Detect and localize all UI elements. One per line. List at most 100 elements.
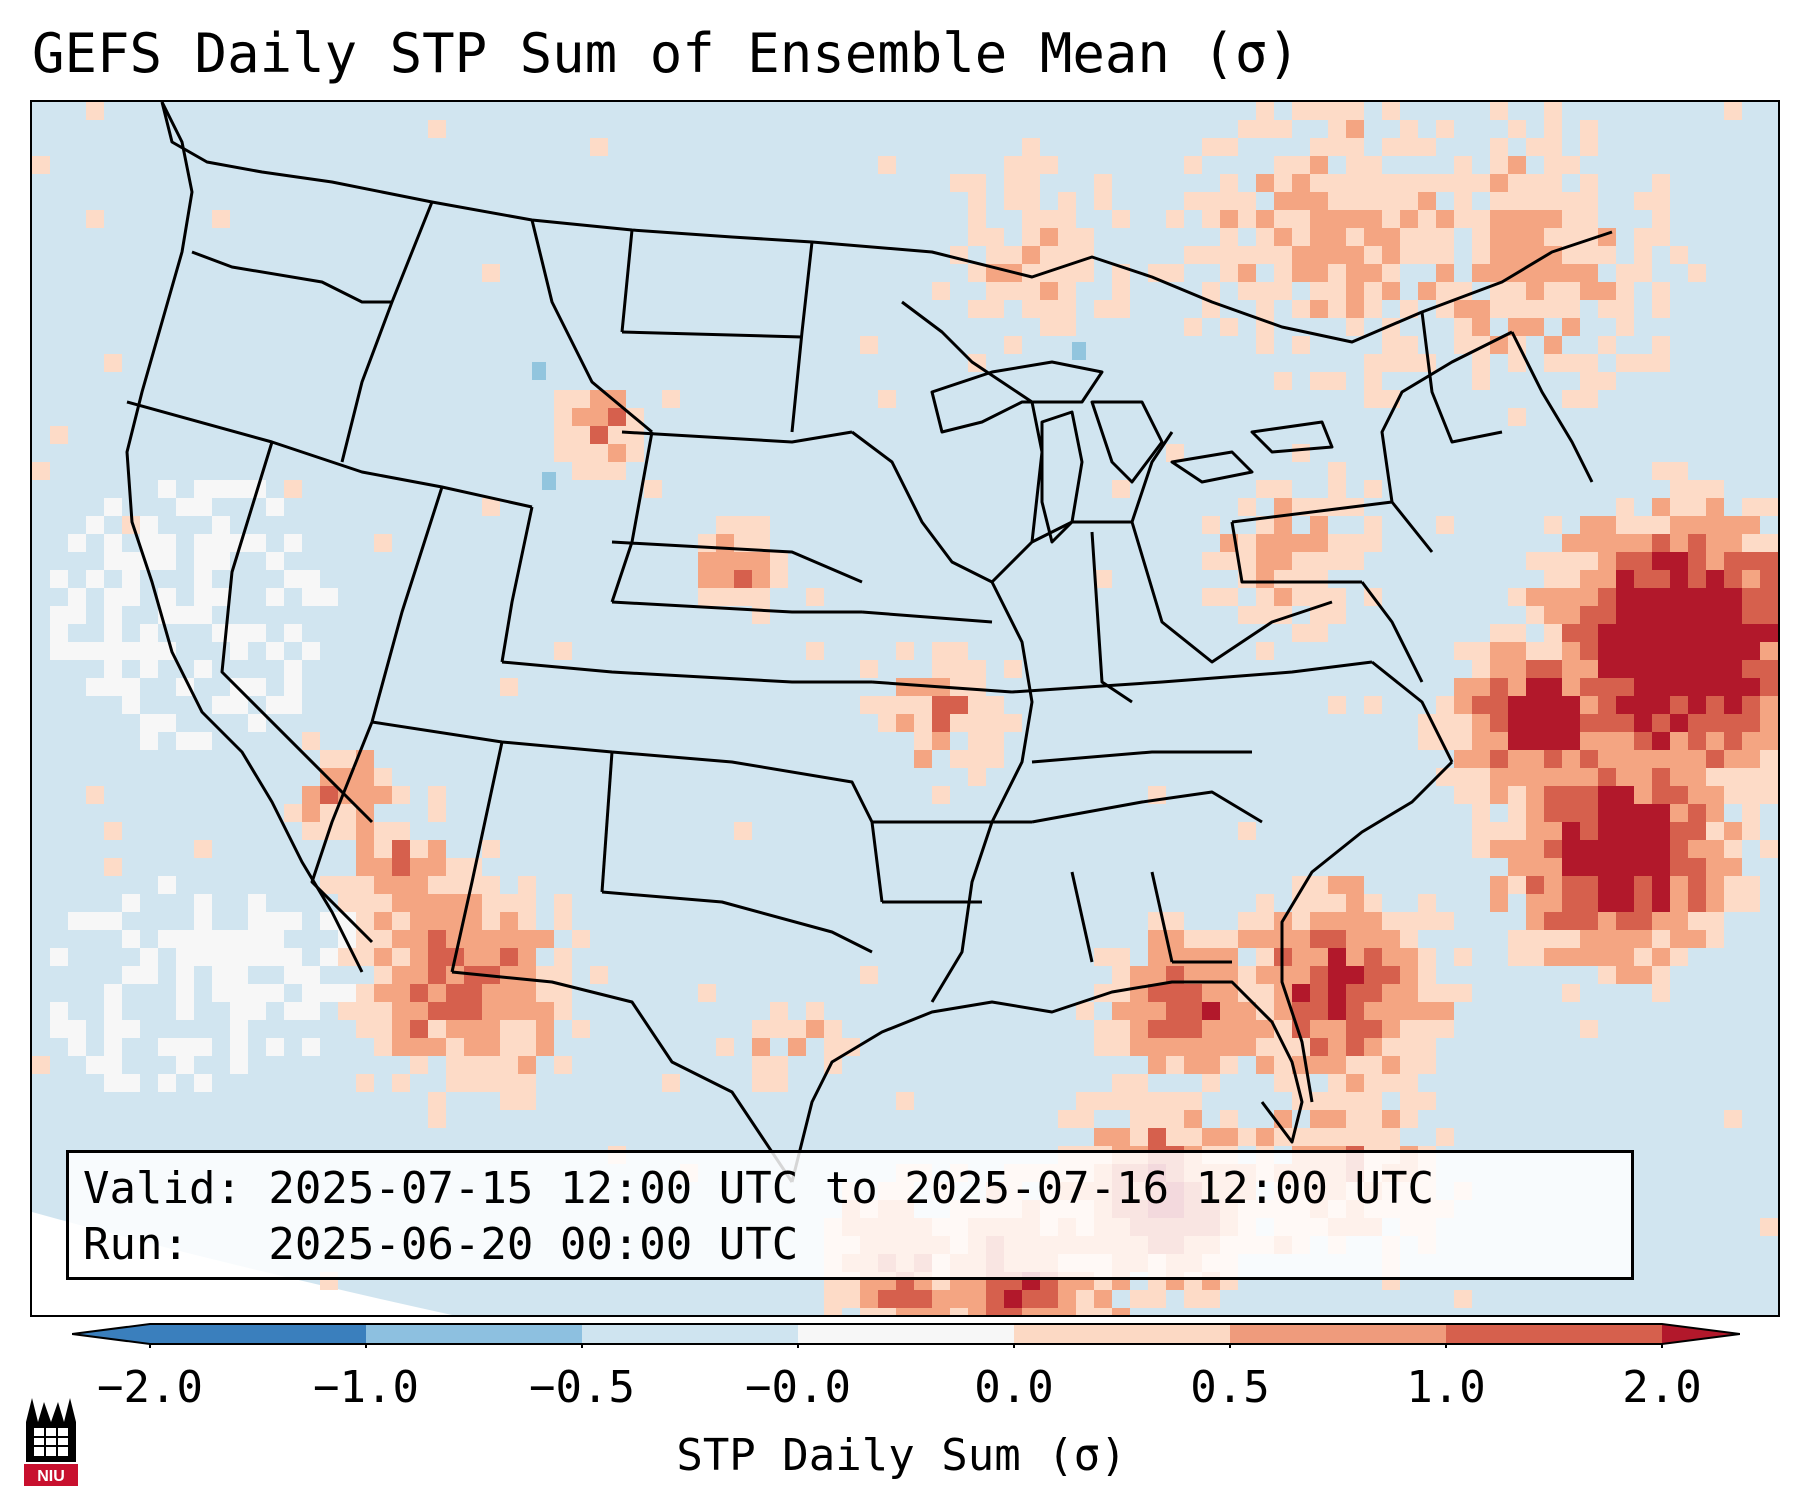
stp-grid-cell: [50, 1002, 68, 1020]
stp-grid-cell: [1436, 984, 1454, 1002]
stp-grid-cell: [1346, 912, 1364, 930]
stp-grid-cell: [1706, 588, 1724, 606]
stp-grid-cell: [356, 948, 374, 966]
stp-grid-cell: [1184, 984, 1202, 1002]
stp-grid-cell: [1724, 768, 1742, 786]
stp-grid-cell: [1184, 192, 1202, 210]
stp-grid-cell: [356, 984, 374, 1002]
stp-grid-cell: [1436, 1020, 1454, 1038]
stp-grid-cell: [284, 948, 302, 966]
stp-grid-cell: [518, 1020, 536, 1038]
stp-grid-cell: [1544, 678, 1562, 696]
stp-grid-cell: [1670, 570, 1688, 588]
stp-grid-cell: [1508, 822, 1526, 840]
stp-grid-cell: [446, 876, 464, 894]
stp-grid-cell: [1688, 804, 1706, 822]
stp-grid-cell: [1508, 660, 1526, 678]
stp-grid-cell: [1310, 1128, 1328, 1146]
stp-grid-cell: [1508, 408, 1526, 426]
stp-grid-cell: [1346, 1020, 1364, 1038]
stp-grid-cell: [1346, 120, 1364, 138]
stp-grid-cell: [1652, 570, 1670, 588]
stp-grid-cell: [1400, 984, 1418, 1002]
stp-grid-cell: [536, 1002, 554, 1020]
stp-grid-cell: [230, 966, 248, 984]
stp-grid-cell: [1364, 228, 1382, 246]
stp-grid-cell: [1076, 228, 1094, 246]
stp-grid-cell: [1202, 1020, 1220, 1038]
stp-grid-cell: [1472, 354, 1490, 372]
stp-grid-cell: [1454, 336, 1472, 354]
stp-grid-cell: [1220, 1110, 1238, 1128]
stp-grid-cell: [1688, 876, 1706, 894]
stp-grid-cell: [1400, 1002, 1418, 1020]
stp-grid-cell: [1562, 156, 1580, 174]
stp-grid-cell: [1040, 210, 1058, 228]
stp-grid-cell: [1724, 624, 1742, 642]
stp-grid-cell: [1400, 948, 1418, 966]
stp-grid-cell: [1310, 894, 1328, 912]
stp-grid-cell: [86, 516, 104, 534]
stp-grid-cell: [1292, 948, 1310, 966]
stp-grid-cell: [1580, 552, 1598, 570]
stp-grid-cell: [932, 282, 950, 300]
stp-grid-cell: [1364, 1128, 1382, 1146]
stp-grid-cell: [1094, 174, 1112, 192]
stp-grid-cell: [122, 966, 140, 984]
stp-grid-cell: [500, 1056, 518, 1074]
stp-grid-cell: [176, 948, 194, 966]
stp-grid-cell: [1634, 714, 1652, 732]
stp-grid-cell: [356, 930, 374, 948]
stp-grid-cell: [1472, 822, 1490, 840]
colorbar-segment: [1230, 1324, 1447, 1344]
stp-grid-cell: [86, 678, 104, 696]
stp-grid-cell: [698, 552, 716, 570]
stp-grid-cell: [1526, 894, 1544, 912]
stp-grid-cell: [1472, 642, 1490, 660]
stp-grid-cell: [1346, 1110, 1364, 1128]
stp-grid-cell: [482, 840, 500, 858]
stp-grid-cell: [1706, 570, 1724, 588]
stp-grid-cell: [1058, 1110, 1076, 1128]
stp-grid-cell: [1058, 300, 1076, 318]
stp-grid-cell: [554, 426, 572, 444]
stp-grid-cell: [1256, 588, 1274, 606]
stp-grid-cell: [1706, 822, 1724, 840]
stp-grid-cell: [392, 1002, 410, 1020]
stp-grid-cell: [1580, 570, 1598, 588]
stp-grid-cell: [1526, 732, 1544, 750]
stp-grid-cell: [1598, 912, 1616, 930]
stp-grid-cell: [1670, 948, 1688, 966]
stp-grid-cell: [1310, 624, 1328, 642]
stp-grid-cell: [1580, 390, 1598, 408]
stp-grid-cell: [104, 858, 122, 876]
stp-grid-cell: [482, 984, 500, 1002]
stp-grid-cell: [1220, 174, 1238, 192]
stp-grid-cell: [1490, 678, 1508, 696]
stp-grid-cell: [986, 750, 1004, 768]
stp-grid-cell: [1490, 624, 1508, 642]
stp-grid-cell: [1652, 750, 1670, 768]
stp-grid-cell: [1256, 894, 1274, 912]
stp-grid-cell: [1454, 948, 1472, 966]
stp-grid-cell: [1562, 678, 1580, 696]
stp-grid-cell: [1418, 1020, 1436, 1038]
stp-grid-cell: [1076, 1110, 1094, 1128]
stp-grid-cell: [482, 498, 500, 516]
stp-grid-cell: [1364, 1002, 1382, 1020]
stp-grid-cell: [1022, 210, 1040, 228]
stp-grid-cell: [1274, 372, 1292, 390]
stp-grid-cell: [86, 786, 104, 804]
stp-grid-cell: [1382, 948, 1400, 966]
stp-grid-cell: [590, 444, 608, 462]
stp-grid-cell: [1616, 930, 1634, 948]
stp-grid-cell: [446, 912, 464, 930]
stp-grid-cell: [1364, 156, 1382, 174]
stp-grid-cell: [248, 984, 266, 1002]
stp-grid-cell: [428, 930, 446, 948]
stp-grid-cell: [500, 912, 518, 930]
stp-grid-cell: [1166, 264, 1184, 282]
stp-grid-cell: [104, 660, 122, 678]
stp-grid-cell: [1724, 894, 1742, 912]
stp-grid-cell: [1724, 588, 1742, 606]
